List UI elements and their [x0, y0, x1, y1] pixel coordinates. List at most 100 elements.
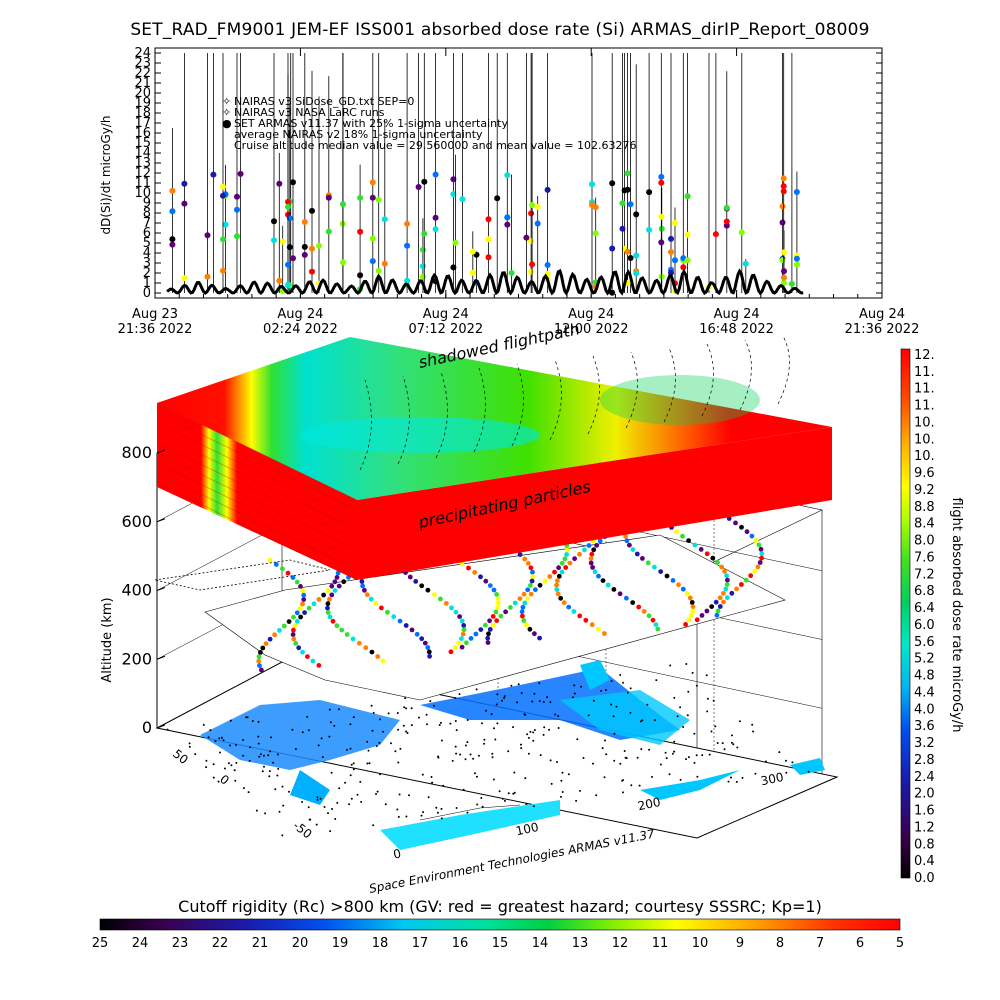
measurement-point: [508, 270, 515, 276]
measurement-point: [609, 245, 616, 252]
orbit-point: [687, 595, 693, 601]
y-tick-label: 11: [134, 176, 151, 191]
measurement-point: [793, 255, 800, 262]
rc-tick-label: 10: [692, 936, 709, 951]
colorbar-tick-label: 11.: [914, 399, 935, 414]
orbit-point: [715, 608, 721, 614]
measurement-point: [633, 211, 640, 218]
orbit-point: [714, 612, 720, 618]
measurement-point: [779, 257, 786, 264]
orbit-point: [717, 595, 723, 601]
orbit-point: [529, 578, 535, 584]
y-tick-label: 13: [134, 156, 151, 171]
orbit-point: [291, 614, 296, 620]
orbit-point: [640, 556, 645, 561]
lat-tick-label: 0: [217, 772, 232, 788]
orbit-point: [427, 653, 432, 659]
measurement-point: [485, 216, 492, 223]
orbit-point: [277, 628, 282, 633]
orbit-point: [723, 586, 729, 592]
orbit-point: [537, 635, 542, 641]
y-axis-label: dD(Si)/dt microGy/h: [99, 115, 113, 234]
measurement-point: [204, 232, 211, 239]
measurement-point: [285, 198, 291, 205]
orbit-point: [498, 613, 504, 619]
orbit-point: [334, 623, 340, 629]
orbit-point: [321, 592, 326, 598]
y-tick-label: 10: [134, 186, 151, 201]
measurement-point: [452, 239, 459, 246]
orbit-point: [491, 587, 497, 593]
measurement-point: [668, 235, 674, 242]
measurement-point: [381, 260, 388, 267]
colorbar-tick-label: 8.4: [914, 517, 935, 532]
measurement-point: [357, 228, 364, 235]
measurement-point: [271, 218, 277, 225]
rc-tick-label: 19: [332, 936, 349, 951]
measurement-point: [220, 236, 226, 243]
colorbar-tick-label: 7.2: [914, 567, 935, 582]
orbit-point: [459, 618, 465, 624]
y-tick-label: 6: [143, 226, 151, 241]
orbit-point: [258, 650, 263, 655]
rc-tick-label: 18: [372, 936, 389, 951]
measurement-point: [222, 221, 229, 228]
measurement-point: [271, 237, 277, 244]
orbit-point: [561, 600, 567, 606]
orbit-point: [554, 582, 559, 588]
orbit-point: [724, 573, 729, 579]
measurement-point: [781, 279, 787, 286]
orbit-point: [525, 561, 531, 566]
measurement-point: [668, 249, 674, 255]
z-tick-mark: [156, 449, 166, 454]
orbit-point: [459, 636, 464, 641]
orbit-point: [739, 582, 744, 587]
orbit-point: [362, 587, 367, 593]
measurement-point: [234, 193, 240, 200]
y-tick-label: 14: [134, 146, 151, 161]
orbit-point: [655, 626, 661, 632]
orbit-point: [292, 623, 298, 629]
orbit-point: [583, 617, 589, 623]
colorbar-tick-label: 1.6: [914, 804, 935, 819]
orbit-point: [294, 579, 300, 585]
measurement-point: [285, 203, 291, 210]
orbit-point: [267, 557, 273, 563]
measurement-point: [357, 194, 364, 201]
z-tick-mark: [156, 724, 166, 729]
orbit-point: [426, 649, 432, 655]
orbit-point: [556, 565, 561, 571]
orbit-point: [520, 604, 526, 610]
measurement-point: [357, 272, 364, 279]
measurement-point: [325, 228, 332, 235]
measurement-point: [309, 268, 315, 275]
measurement-point: [415, 184, 422, 190]
plot-frame: [154, 47, 883, 299]
orbit-point: [597, 538, 603, 544]
orbit-point: [380, 658, 386, 664]
orbit-point: [494, 592, 499, 597]
orbit-point: [325, 601, 331, 607]
measurement-point: [624, 186, 631, 193]
measurement-point: [680, 264, 687, 271]
orbit-point: [698, 547, 704, 552]
orbit-point: [508, 605, 513, 610]
colorbar-tick-label: 0.8: [914, 837, 935, 852]
legend-symbol: ✧: [222, 95, 231, 108]
orbit-point: [334, 575, 340, 580]
measurement-point: [404, 220, 411, 227]
orbit-point: [300, 601, 305, 607]
orbit-point: [588, 560, 594, 566]
orbit-point: [461, 623, 467, 628]
orbit-point: [493, 609, 499, 615]
colorbar-tick-label: 3.2: [914, 736, 935, 751]
measurement-point: [419, 246, 426, 253]
z-tick-label: 400: [121, 581, 152, 600]
orbit-point: [520, 613, 525, 619]
colorbar-tick-label: 6.4: [914, 601, 935, 616]
orbit-point: [530, 574, 536, 579]
measurement-point: [633, 270, 640, 277]
measurement-point: [285, 281, 291, 288]
orbit-point: [391, 614, 397, 620]
